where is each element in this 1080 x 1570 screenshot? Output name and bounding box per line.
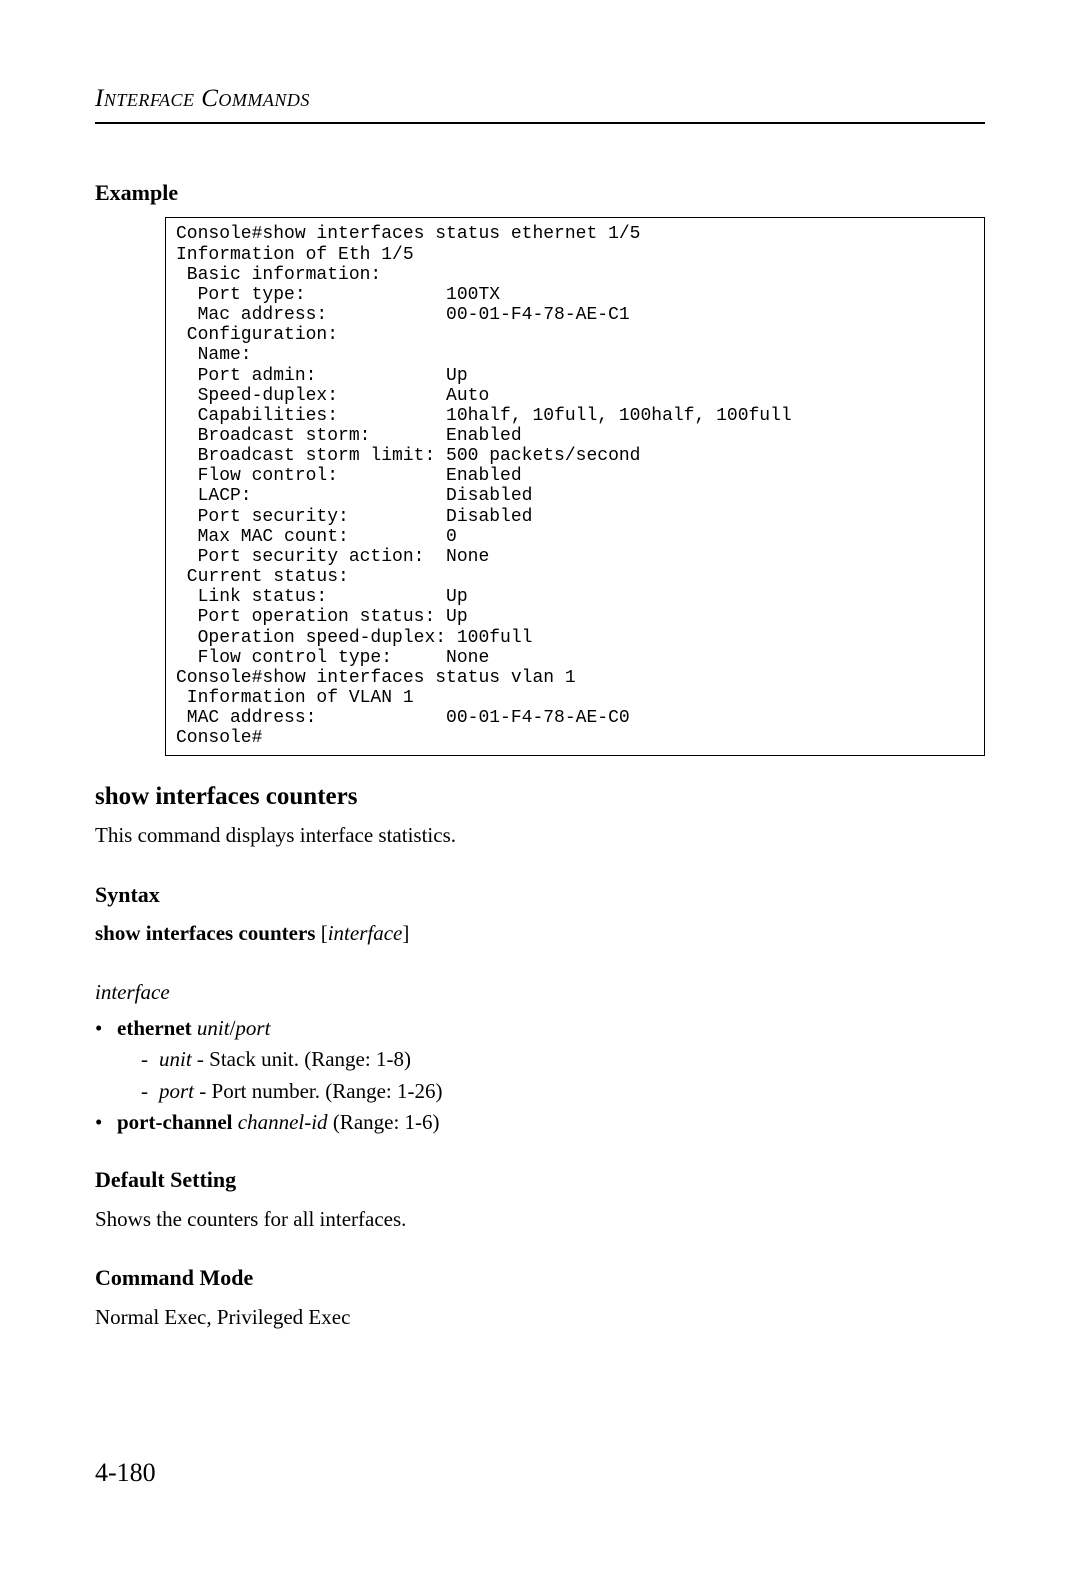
page: Interface Commands Example Console#show … <box>0 0 1080 1570</box>
unit-label: unit <box>159 1047 192 1071</box>
page-number: 4-180 <box>95 1455 156 1490</box>
command-title: show interfaces counters <box>95 780 985 814</box>
port-channel-keyword: port-channel <box>117 1110 233 1134</box>
ethernet-subargs: unit - Stack unit. (Range: 1-8) port - P… <box>141 1045 985 1105</box>
interface-label: interface <box>95 978 985 1006</box>
command-description: This command displays interface statisti… <box>95 821 985 849</box>
ethernet-port-arg: port <box>235 1016 270 1040</box>
syntax-line: show interfaces counters [interface] <box>95 919 985 947</box>
option-port-channel: port-channel channel-id (Range: 1-6) <box>95 1108 985 1136</box>
console-output: Console#show interfaces status ethernet … <box>165 217 985 755</box>
interface-options: ethernet unit/port unit - Stack unit. (R… <box>95 1014 985 1136</box>
unit-desc: - Stack unit. (Range: 1-8) <box>192 1047 411 1071</box>
syntax-bracket-close: ] <box>402 921 409 945</box>
default-setting-heading: Default Setting <box>95 1165 985 1195</box>
ethernet-unit-arg: unit <box>197 1016 230 1040</box>
port-desc: - Port number. (Range: 1-26) <box>194 1079 442 1103</box>
port-line: port - Port number. (Range: 1-26) <box>141 1077 985 1105</box>
port-channel-arg: channel-id <box>238 1110 328 1134</box>
example-heading: Example <box>95 178 985 208</box>
command-mode-text: Normal Exec, Privileged Exec <box>95 1303 985 1331</box>
command-mode-heading: Command Mode <box>95 1263 985 1293</box>
option-ethernet: ethernet unit/port unit - Stack unit. (R… <box>95 1014 985 1105</box>
running-head: Interface Commands <box>95 82 985 116</box>
syntax-bracket-open: [ <box>321 921 328 945</box>
port-channel-desc: (Range: 1-6) <box>328 1110 440 1134</box>
syntax-cmd-arg: interface <box>328 921 403 945</box>
port-label: port <box>159 1079 194 1103</box>
syntax-cmd-bold: show interfaces counters <box>95 921 315 945</box>
ethernet-keyword: ethernet <box>117 1016 192 1040</box>
header-rule <box>95 122 985 124</box>
unit-line: unit - Stack unit. (Range: 1-8) <box>141 1045 985 1073</box>
default-setting-text: Shows the counters for all interfaces. <box>95 1205 985 1233</box>
syntax-heading: Syntax <box>95 880 985 910</box>
